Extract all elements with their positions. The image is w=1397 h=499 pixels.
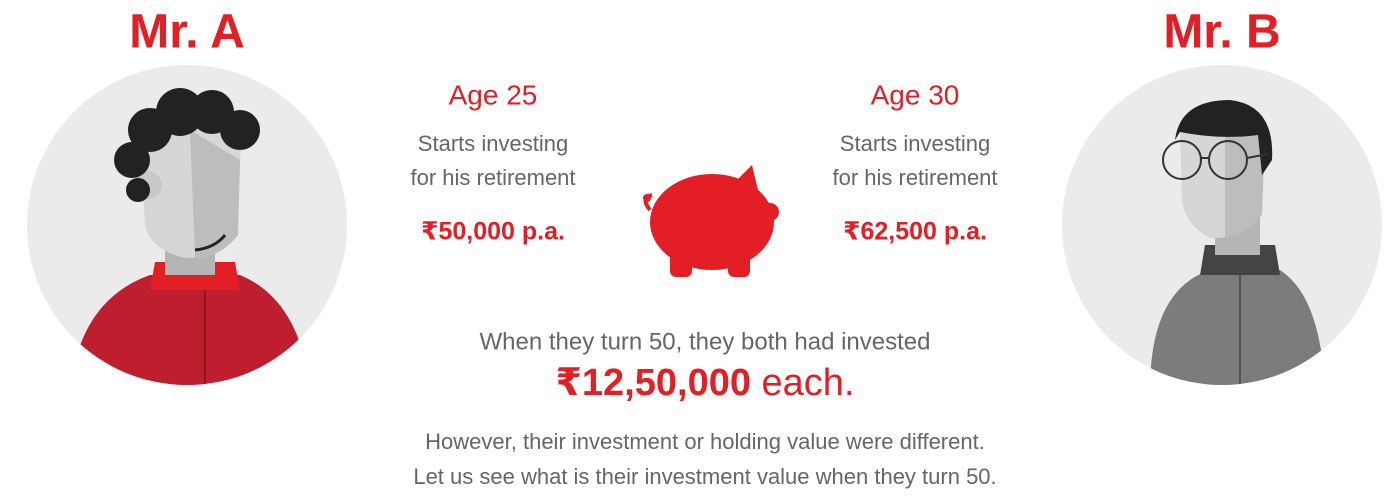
footer-text: Let us see what is their investment valu…	[413, 464, 996, 489]
description: for his retirement	[832, 165, 997, 190]
description: Starts investing	[418, 131, 568, 156]
summary-amount: ₹12,50,000	[555, 362, 751, 404]
age: Age 25	[449, 79, 538, 110]
age: Age 30	[871, 79, 960, 110]
description: Starts investing	[840, 131, 990, 156]
amount: ₹62,500 p.a.	[843, 218, 987, 246]
footer-text: However, their investment or holding val…	[425, 429, 985, 454]
person-name: Mr. A	[129, 6, 245, 59]
avatar-b	[1062, 65, 1382, 385]
description: for his retirement	[410, 165, 575, 190]
summary-amount-line: ₹12,50,000 each.	[555, 362, 854, 404]
piggy-bank	[643, 165, 779, 277]
summary-text: When they turn 50, they both had investe…	[480, 328, 931, 355]
person-name: Mr. B	[1163, 6, 1280, 59]
amount: ₹50,000 p.a.	[421, 218, 565, 246]
summary-suffix: each.	[751, 362, 855, 404]
avatar-a	[27, 65, 347, 385]
